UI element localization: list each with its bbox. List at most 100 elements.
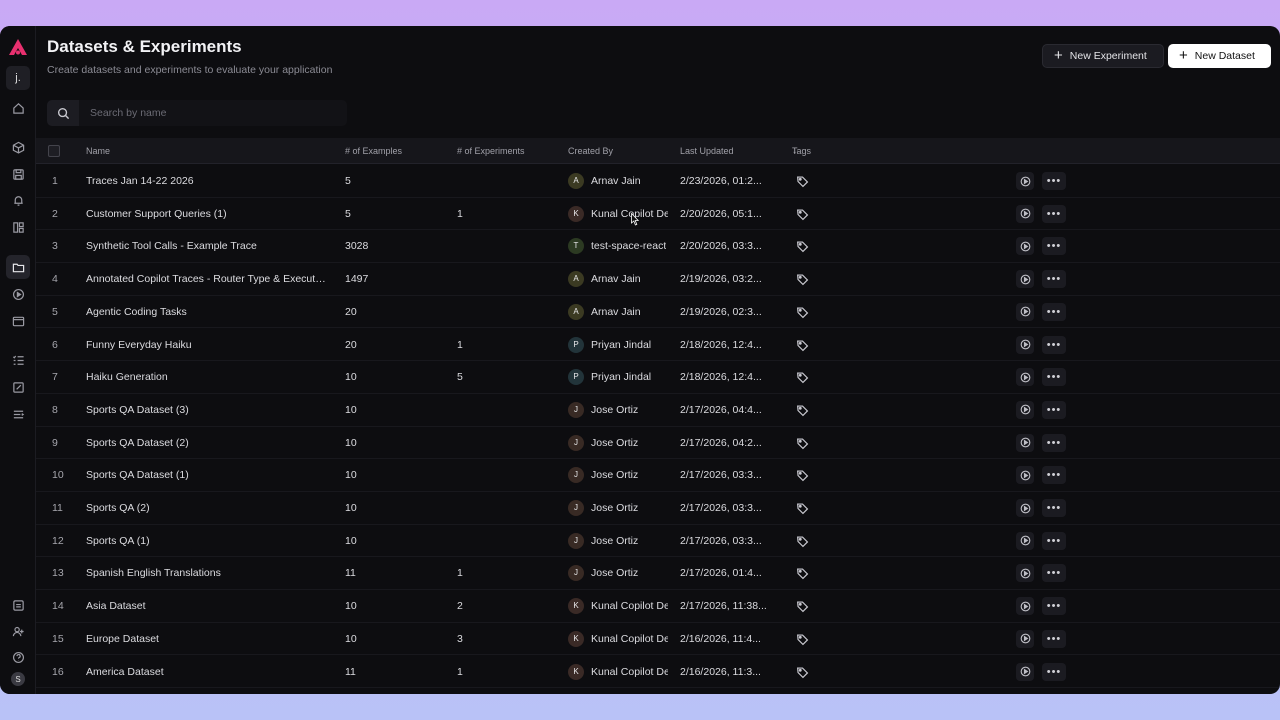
dataset-name[interactable]: Sports QA Dataset (2) — [86, 436, 189, 449]
sort-descending-icon[interactable]: ↓ — [792, 145, 797, 156]
column-header-experiments[interactable]: # of Experiments — [457, 146, 525, 156]
browser-window-icon[interactable] — [6, 309, 30, 333]
run-experiment-button[interactable] — [1016, 466, 1034, 485]
dataset-name[interactable]: Spanish English Translations — [86, 567, 221, 580]
tag-icon[interactable] — [796, 208, 809, 221]
save-icon[interactable] — [6, 162, 30, 186]
table-row[interactable]: 6 Funny Everyday Haiku 20 1 P Priyan Jindal 2/… — [36, 329, 1280, 362]
run-experiment-button[interactable] — [1016, 172, 1034, 190]
dataset-name[interactable]: Sports QA Dataset (1) — [86, 469, 189, 482]
tag-icon[interactable] — [796, 240, 809, 253]
more-options-button[interactable]: ••• — [1042, 270, 1066, 289]
dataset-name[interactable]: Agentic Coding Tasks — [86, 305, 187, 318]
tag-icon[interactable] — [796, 371, 809, 384]
list-check-icon[interactable] — [6, 348, 30, 372]
more-options-button[interactable]: ••• — [1042, 564, 1066, 583]
table-row[interactable]: 7 Haiku Generation 10 5 P Priyan Jindal 2/18/2… — [36, 361, 1280, 394]
dataset-name[interactable]: Sports QA Dataset (3) — [86, 403, 189, 416]
tag-icon[interactable] — [796, 273, 809, 286]
table-row[interactable]: 1 Traces Jan 14-22 2026 5 A Arnav Jain 2/23/2… — [36, 165, 1280, 198]
dataset-name[interactable]: Sports QA (1) — [86, 534, 150, 547]
column-header-created-by[interactable]: Created By — [568, 146, 614, 156]
run-experiment-button[interactable] — [1016, 564, 1034, 583]
tag-icon[interactable] — [796, 469, 809, 482]
table-row[interactable]: 3 Synthetic Tool Calls - Example Trace 302… — [36, 230, 1280, 264]
table-row[interactable]: 5 Agentic Coding Tasks 20 A Arnav Jain 2/19/2… — [36, 296, 1280, 329]
help-icon[interactable] — [6, 645, 30, 669]
more-options-button[interactable]: ••• — [1042, 400, 1066, 419]
run-experiment-button[interactable] — [1016, 662, 1034, 681]
run-experiment-button[interactable] — [1016, 629, 1034, 648]
table-row[interactable]: 9 Sports QA Dataset (2) 10 J Jose Ortiz 2/17/… — [36, 427, 1280, 460]
run-experiment-button[interactable] — [1016, 531, 1034, 550]
dataset-name[interactable]: Asia Dataset — [86, 600, 146, 613]
more-options-button[interactable]: ••• — [1042, 597, 1066, 616]
dataset-name[interactable]: America Dataset — [86, 665, 164, 678]
column-header-examples[interactable]: # of Examples — [345, 146, 403, 156]
more-options-button[interactable]: ••• — [1042, 302, 1066, 321]
dataset-name[interactable]: Sports QA (2) — [86, 502, 150, 514]
more-options-button[interactable]: ••• — [1042, 531, 1066, 550]
column-header-name[interactable]: Name — [86, 146, 111, 156]
run-experiment-button[interactable] — [1016, 302, 1034, 321]
dataset-name[interactable]: Haiku Generation — [86, 371, 168, 384]
more-options-button[interactable]: ••• — [1042, 662, 1066, 681]
tag-icon[interactable] — [796, 306, 809, 319]
dataset-name[interactable]: Europe Dataset — [86, 632, 159, 645]
tag-icon[interactable] — [796, 633, 809, 646]
dataset-name[interactable]: Traces Jan 14-22 2026 — [86, 175, 194, 187]
edit-square-icon[interactable] — [6, 375, 30, 399]
select-all-checkbox[interactable] — [48, 145, 60, 157]
run-experiment-button[interactable] — [1016, 400, 1034, 419]
more-options-button[interactable]: ••• — [1042, 204, 1066, 223]
more-options-button[interactable]: ••• — [1042, 629, 1066, 648]
run-experiment-button[interactable] — [1016, 499, 1034, 517]
table-row[interactable]: 11 Sports QA (2) 10 J Jose Ortiz 2/17/2026, 0… — [36, 492, 1280, 525]
table-row[interactable]: 13 Spanish English Translations 11 1 J Jose O… — [36, 557, 1280, 591]
table-row[interactable]: 10 Sports QA Dataset (1) 10 J Jose Ortiz 2/17… — [36, 459, 1280, 492]
folder-icon[interactable] — [6, 255, 30, 279]
tag-icon[interactable] — [796, 535, 809, 548]
table-row[interactable]: 2 Customer Support Queries (1) 5 1 K Kunal Co… — [36, 198, 1280, 231]
workspace-switcher[interactable]: j. — [6, 66, 30, 90]
run-experiment-button[interactable] — [1016, 597, 1034, 616]
more-options-button[interactable]: ••• — [1042, 335, 1066, 354]
column-header-last-updated[interactable]: Last Updated — [680, 146, 734, 156]
run-experiment-button[interactable] — [1016, 270, 1034, 289]
play-circle-icon[interactable] — [6, 282, 30, 306]
user-avatar[interactable]: S — [11, 672, 25, 686]
search-button[interactable] — [47, 100, 79, 126]
tag-icon[interactable] — [796, 175, 809, 188]
new-dataset-button[interactable]: + New Dataset — [1168, 44, 1271, 68]
tag-icon[interactable] — [796, 339, 809, 352]
run-experiment-button[interactable] — [1016, 204, 1034, 223]
bell-icon[interactable] — [6, 188, 30, 212]
run-experiment-button[interactable] — [1016, 368, 1034, 387]
home-icon[interactable] — [6, 96, 30, 120]
tag-icon[interactable] — [796, 437, 809, 450]
tag-icon[interactable] — [796, 404, 809, 417]
table-row[interactable]: 8 Sports QA Dataset (3) 10 J Jose Ortiz 2/17/… — [36, 394, 1280, 427]
more-options-button[interactable]: ••• — [1042, 368, 1066, 387]
settings-panel-icon[interactable] — [6, 593, 30, 617]
dashboard-icon[interactable] — [6, 215, 30, 239]
more-options-button[interactable]: ••• — [1042, 433, 1066, 452]
dataset-name[interactable]: Customer Support Queries (1) — [86, 207, 227, 220]
logo-icon[interactable] — [8, 38, 28, 56]
dataset-name[interactable]: Synthetic Tool Calls - Example Trace — [86, 240, 257, 253]
run-experiment-button[interactable] — [1016, 335, 1034, 354]
table-row[interactable]: 4 Annotated Copilot Traces - Router Type … — [36, 263, 1280, 296]
table-row[interactable]: 15 Europe Dataset 10 3 K Kunal Copilot Dev 2/1… — [36, 623, 1280, 656]
more-options-button[interactable]: ••• — [1042, 499, 1066, 517]
table-row[interactable]: 16 America Dataset 11 1 K Kunal Copilot Dev 2/… — [36, 656, 1280, 689]
run-experiment-button[interactable] — [1016, 433, 1034, 452]
tag-icon[interactable] — [796, 600, 809, 613]
tag-icon[interactable] — [796, 502, 809, 515]
search-input[interactable] — [79, 100, 347, 126]
add-user-icon[interactable] — [6, 619, 30, 643]
run-experiment-button[interactable] — [1016, 237, 1034, 256]
tag-icon[interactable] — [796, 567, 809, 580]
more-options-button[interactable]: ••• — [1042, 172, 1066, 190]
table-row[interactable]: 12 Sports QA (1) 10 J Jose Ortiz 2/17/2026, 0… — [36, 525, 1280, 558]
text-lines-icon[interactable] — [6, 402, 30, 426]
